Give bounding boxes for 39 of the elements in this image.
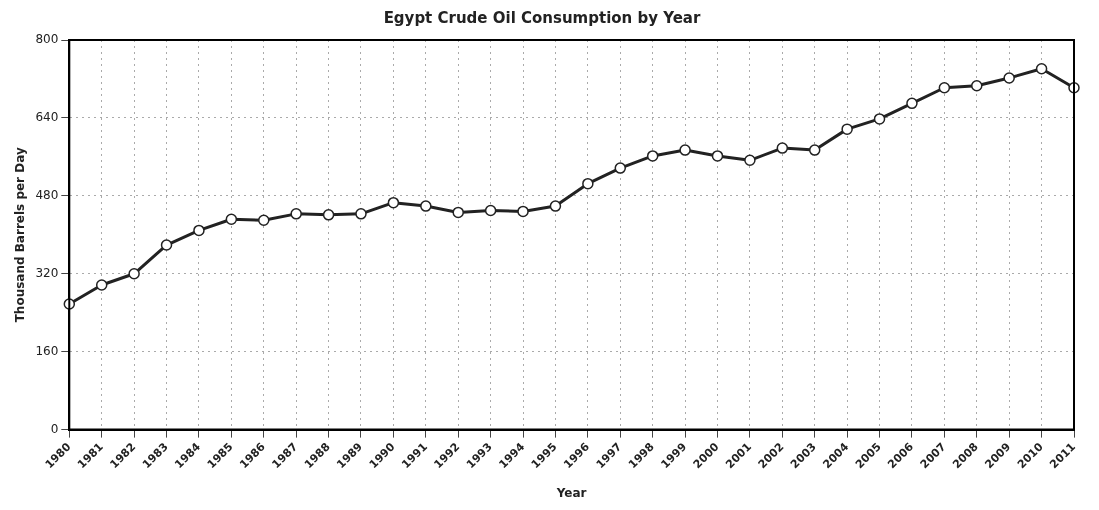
point bbox=[776, 142, 789, 154]
y-tick-label: 800 bbox=[35, 32, 59, 47]
point bbox=[355, 208, 367, 220]
point bbox=[711, 150, 724, 162]
point bbox=[1003, 72, 1015, 84]
y-tick-label: 640 bbox=[35, 110, 59, 125]
point bbox=[873, 113, 886, 125]
y-tick-label: 160 bbox=[35, 343, 59, 358]
point bbox=[193, 224, 205, 237]
point bbox=[452, 206, 464, 219]
point bbox=[95, 279, 108, 291]
point bbox=[1035, 62, 1048, 75]
point bbox=[549, 200, 562, 212]
point bbox=[906, 97, 918, 110]
point bbox=[420, 200, 432, 212]
point bbox=[517, 205, 529, 218]
point bbox=[744, 154, 756, 167]
point bbox=[322, 209, 335, 221]
point bbox=[808, 144, 821, 156]
point bbox=[582, 177, 594, 190]
point bbox=[646, 150, 659, 162]
y-tick-label: 0 bbox=[50, 421, 59, 436]
y-tick-label: 480 bbox=[35, 187, 59, 202]
point bbox=[679, 144, 691, 156]
point bbox=[841, 123, 853, 135]
point bbox=[614, 162, 627, 174]
point bbox=[160, 239, 173, 251]
x-axis-title: Year bbox=[555, 485, 587, 500]
point bbox=[128, 268, 140, 280]
point bbox=[484, 204, 497, 217]
point bbox=[225, 213, 238, 225]
y-tick-label: 320 bbox=[35, 265, 59, 280]
point bbox=[938, 81, 951, 94]
point bbox=[971, 80, 983, 92]
chart-title: Egypt Crude Oil Consumption by Year bbox=[383, 8, 701, 27]
point bbox=[387, 196, 400, 209]
y-axis-title: Thousand Barrels per Day bbox=[13, 147, 28, 323]
point bbox=[258, 214, 270, 226]
point bbox=[290, 208, 302, 220]
